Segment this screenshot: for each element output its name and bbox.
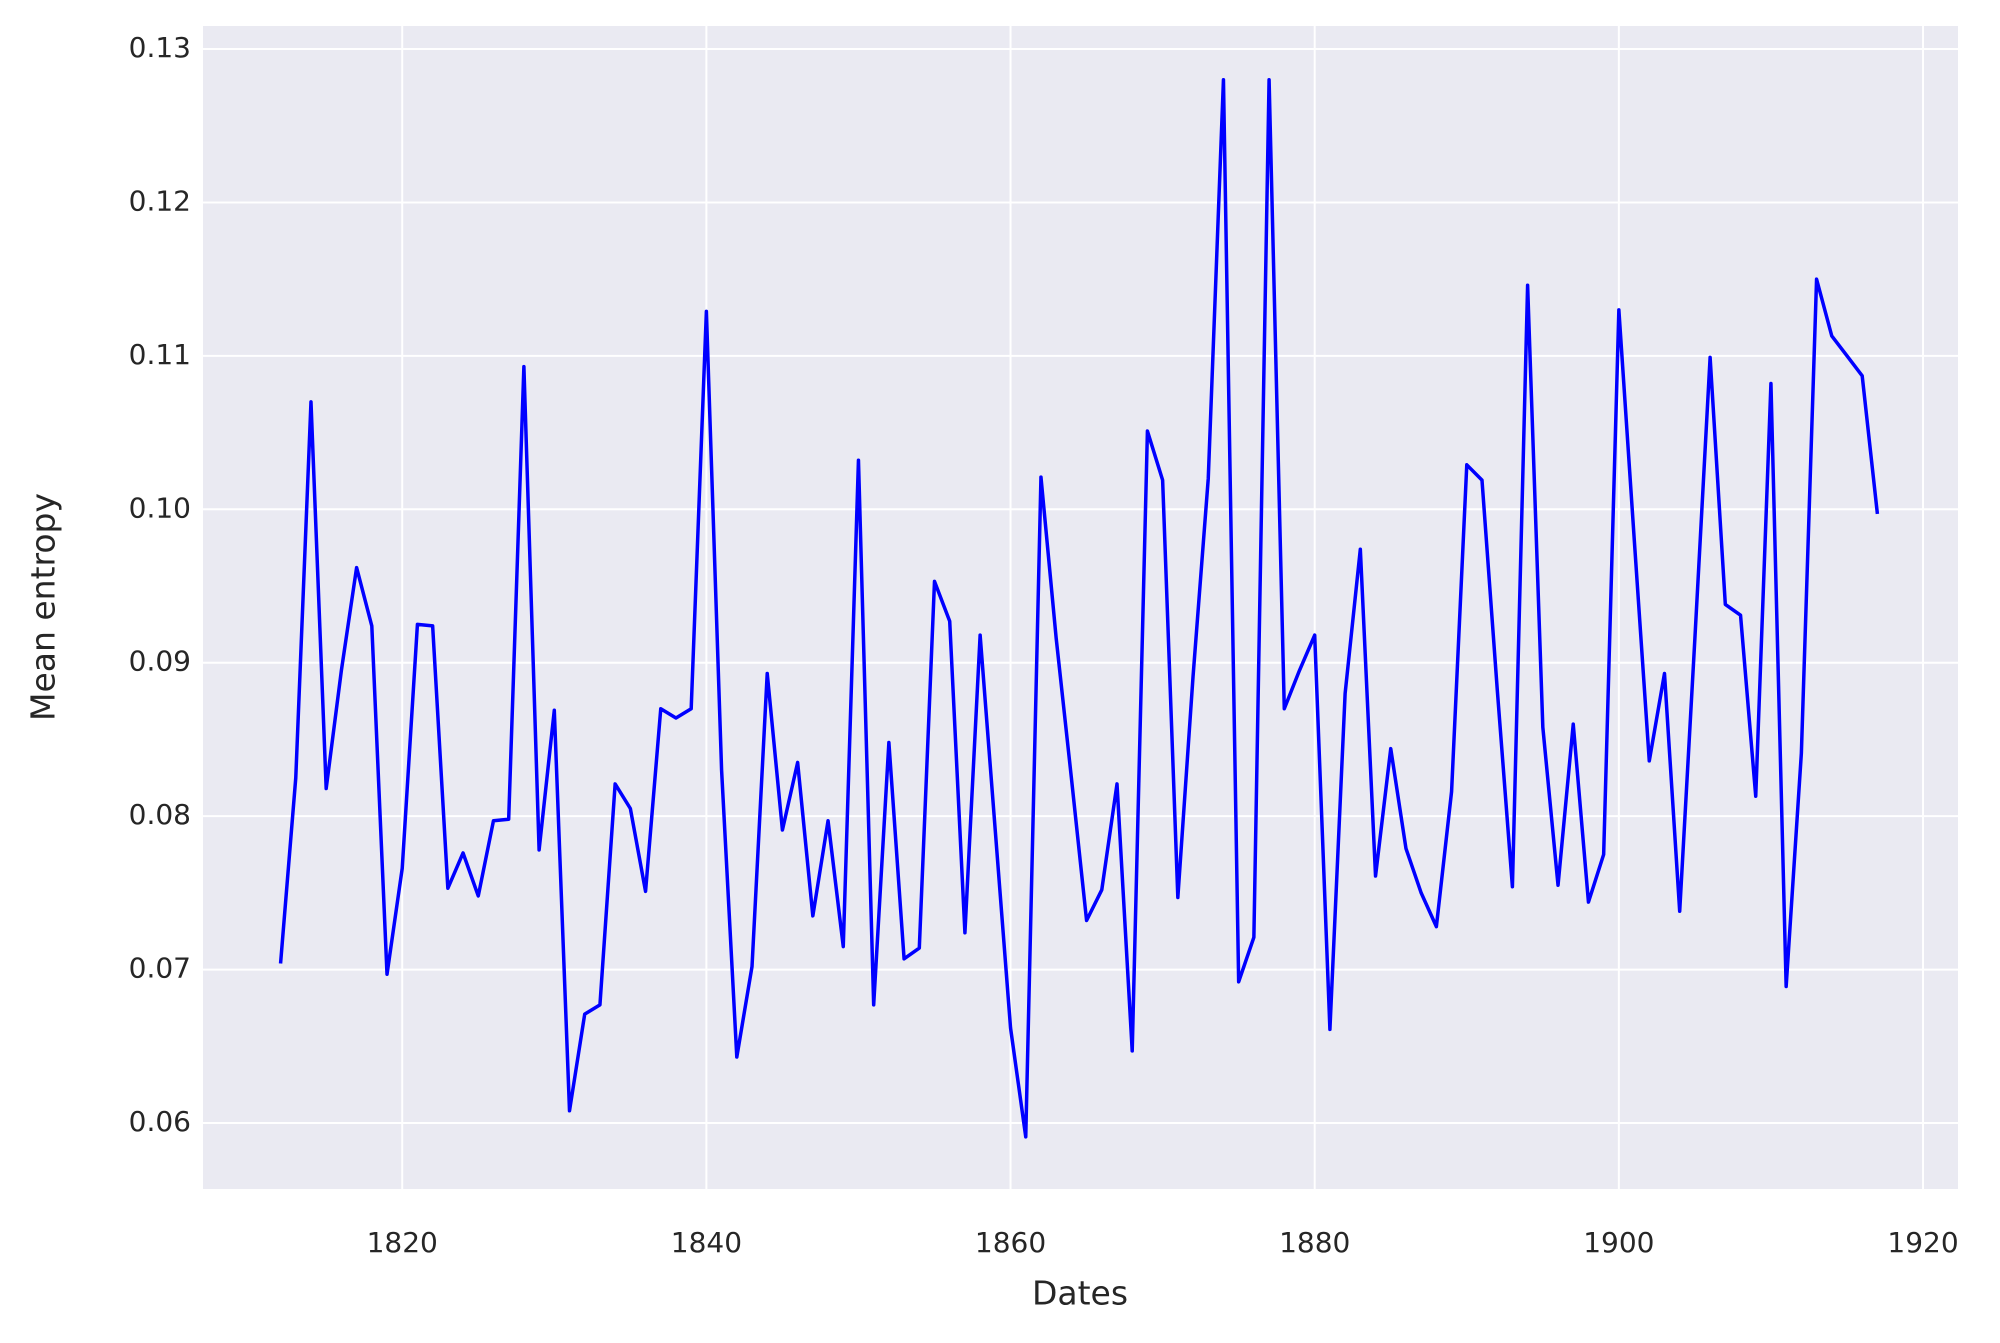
y-tick-label: 0.10 (129, 491, 191, 524)
y-axis-label: Mean entropy (24, 493, 63, 721)
x-axis-label: Dates (1032, 1274, 1128, 1313)
x-tick-label: 1920 (1887, 1226, 1958, 1259)
y-tick-label: 0.07 (129, 952, 191, 985)
y-tick-label: 0.06 (129, 1105, 191, 1138)
plot-area (203, 26, 1958, 1189)
y-tick-label: 0.09 (129, 645, 191, 678)
y-tick-label: 0.08 (129, 798, 191, 831)
data-line (278, 77, 1880, 1139)
y-tick-label: 0.13 (129, 31, 191, 64)
x-tick-label: 1840 (671, 1226, 742, 1259)
x-tick-label: 1820 (367, 1226, 438, 1259)
y-tick-label: 0.12 (129, 184, 191, 217)
x-tick-label: 1860 (975, 1226, 1046, 1259)
y-tick-label: 0.11 (129, 338, 191, 371)
x-tick-label: 1880 (1279, 1226, 1350, 1259)
x-tick-label: 1900 (1583, 1226, 1654, 1259)
